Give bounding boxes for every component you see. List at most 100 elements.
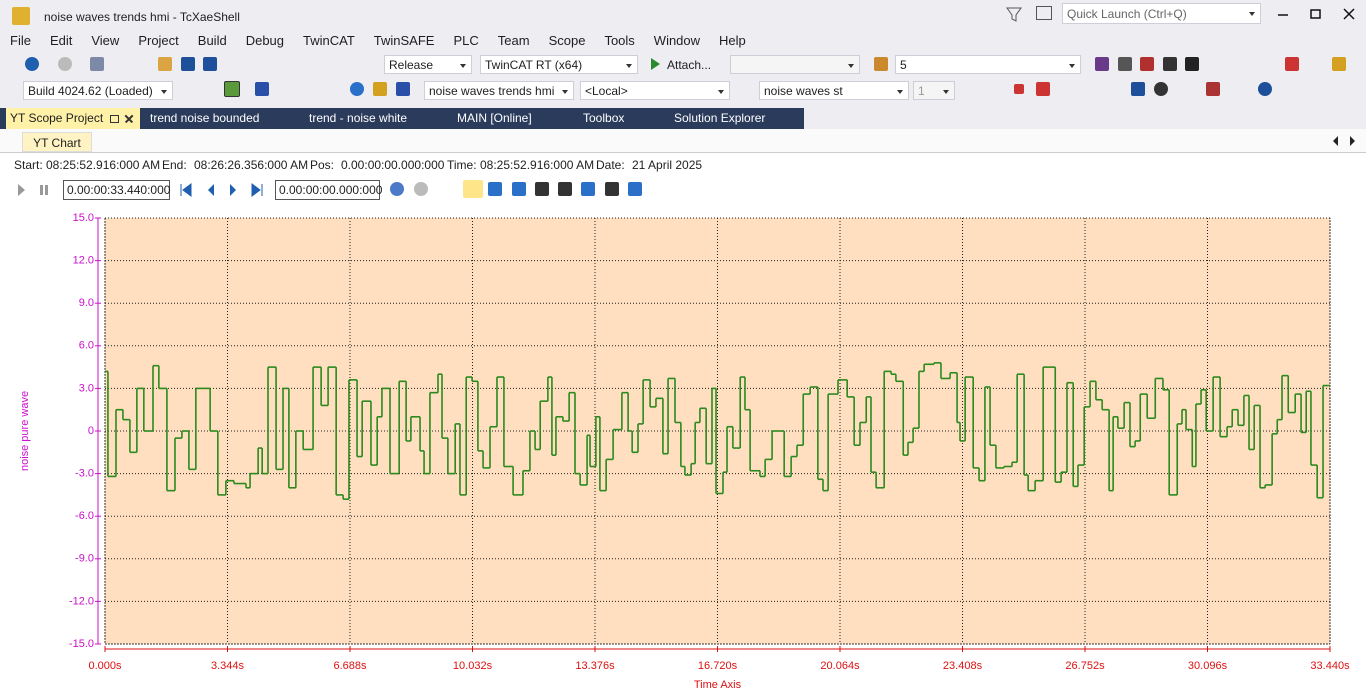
tool-icon[interactable] [1163,57,1177,71]
tool-icon[interactable] [1258,82,1272,96]
menu-item[interactable]: PLC [453,33,479,48]
tab-strip: YT Scope Project trend noise bounded trend… [0,108,804,129]
feedback-icon[interactable] [1036,6,1052,20]
build-select[interactable]: Build 4024.62 (Loaded) [23,81,173,100]
back-icon[interactable] [25,57,39,71]
menu-item[interactable]: View [91,33,120,48]
start-icon[interactable] [648,57,662,71]
find-icon[interactable] [874,57,888,71]
tool-icon[interactable] [224,81,240,97]
task-select[interactable]: noise waves st [759,81,909,100]
position-input[interactable]: 0.00:00:00.000:000 [275,180,382,200]
tool-icon[interactable] [535,182,549,196]
y-tick-label: -12.0 [69,595,94,607]
restore[interactable] [1310,9,1321,19]
x-tick-label: 23.408s [943,660,983,672]
navigation[interactable] [178,182,268,198]
tool-icon[interactable] [350,82,364,96]
subtab[interactable]: YT Chart [22,132,92,152]
tab[interactable]: MAIN [Online] [457,111,532,125]
y-tick-label: 12.0 [73,255,94,267]
tab[interactable]: trend - noise white [309,111,408,125]
info-label: Pos: [310,158,335,172]
tool-icon[interactable] [1118,57,1132,71]
platform-select[interactable]: TwinCAT RT (x64) [480,55,638,74]
count-select[interactable]: 5 [895,55,1081,74]
x-tick-label: 20.064s [820,660,860,672]
tool-icon[interactable] [463,180,483,198]
save-icon[interactable] [181,57,195,71]
tool-icon[interactable] [255,82,269,96]
tool-icon[interactable] [373,82,387,96]
forward-icon[interactable] [58,57,72,71]
tool-icon[interactable] [1332,57,1346,71]
open-icon[interactable] [158,57,172,71]
tool-icon[interactable] [1154,82,1168,96]
window-title: noise waves trends hmi - TcXaeShell [44,10,240,24]
info-label: Date: [596,158,625,172]
tool-icon[interactable] [1185,57,1199,71]
menu-item[interactable]: Project [138,33,179,48]
configuration-select[interactable]: Release [384,55,472,74]
x-tick-label: 26.752s [1065,660,1105,672]
info-value: 0.00:00:00.000:000 [341,158,445,172]
chart: 15.0 12.0 9.0 6.0 3.0 0 -3.0 -6.0 -9.0 -12.0 -15.0… [19,212,1350,691]
tool-icon[interactable] [1206,82,1220,96]
y-tick-label: 15.0 [73,212,94,224]
info-label: End: [162,158,187,172]
tool-icon[interactable] [1131,82,1145,96]
index-select[interactable]: 1 [913,81,955,100]
menu-item[interactable]: Edit [49,33,73,48]
y-axis-title: noise pure wave [19,391,31,471]
tool-icon[interactable] [488,182,502,196]
menu-item[interactable]: Tools [604,33,635,48]
tab[interactable]: YT Scope Project [6,108,140,129]
close[interactable] [1343,8,1355,20]
app-icon [12,7,30,25]
info-label: Start: [14,158,43,172]
menu-item[interactable]: File [10,33,31,48]
timespan-input[interactable]: 0.00:00:33.440:000 [63,180,170,200]
play-pause[interactable] [14,182,54,198]
menu-item[interactable]: Debug [245,33,285,48]
tool-icon[interactable] [1095,57,1109,71]
target-select[interactable]: <Local> [580,81,730,100]
tab[interactable]: Solution Explorer [674,111,766,125]
save-all-icon[interactable] [203,57,217,71]
tool-icon[interactable] [558,182,572,196]
x-tick-label: 13.376s [575,660,615,672]
new-icon[interactable] [90,57,104,71]
tool-icon[interactable] [396,82,410,96]
project-select[interactable]: noise waves trends hmi [424,81,574,100]
y-tick-label: 6.0 [79,340,94,352]
menu-item[interactable]: TwinSAFE [373,33,435,48]
info-label: Time: [447,158,477,172]
menu-item[interactable]: Build [197,33,227,48]
tab[interactable]: Toolbox [583,111,625,125]
x-tick-label: 30.096s [1188,660,1228,672]
menu-item[interactable]: TwinCAT [303,33,355,48]
tool-icon[interactable] [390,182,404,196]
filter-icon[interactable] [1004,5,1024,23]
info-value: 08:25:52.916:000 AM [46,158,161,172]
subtab-arrows[interactable] [1330,135,1360,147]
menu-item[interactable]: Team [497,33,530,48]
tool-icon[interactable] [581,182,595,196]
quick-launch[interactable]: Quick Launch (Ctrl+Q) [1062,3,1261,24]
tab[interactable]: trend noise bounded [150,111,260,125]
tool-icon[interactable] [605,182,619,196]
empty-select[interactable] [730,55,860,74]
menu-item[interactable]: Window [653,33,701,48]
attach-button[interactable]: Attach... [667,58,712,72]
menu-item[interactable]: Help [719,33,746,48]
tool-icon[interactable] [1140,57,1154,71]
tool-icon[interactable] [512,182,526,196]
tool-icon[interactable] [1285,57,1299,71]
logout-icon[interactable] [1036,82,1050,96]
tool-icon[interactable] [628,182,642,196]
menu-item[interactable]: Scope [548,33,586,48]
info-value: 08:26:26.356:000 AM [194,158,309,172]
stop-icon[interactable] [1014,84,1024,94]
x-tick-label: 16.720s [698,660,738,672]
tool-icon[interactable] [414,182,428,196]
